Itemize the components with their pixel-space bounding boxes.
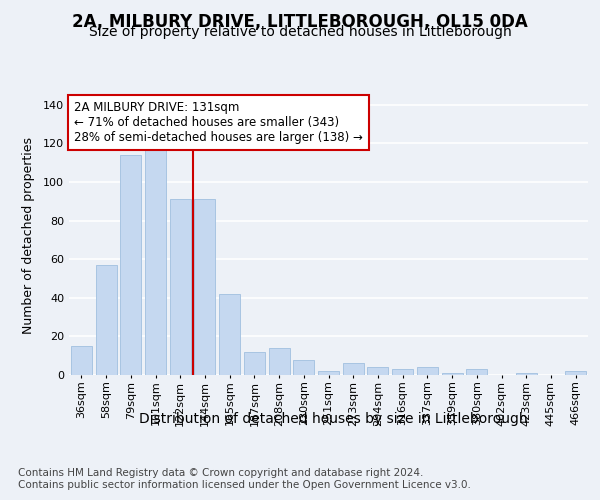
Bar [293, 360, 314, 375]
Text: 2A MILBURY DRIVE: 131sqm
← 71% of detached houses are smaller (343)
28% of semi-: 2A MILBURY DRIVE: 131sqm ← 71% of detach… [74, 100, 363, 144]
Bar [343, 364, 364, 375]
Y-axis label: Number of detached properties: Number of detached properties [22, 136, 35, 334]
Text: 2A, MILBURY DRIVE, LITTLEBOROUGH, OL15 0DA: 2A, MILBURY DRIVE, LITTLEBOROUGH, OL15 0… [72, 12, 528, 30]
Bar [170, 200, 191, 375]
Text: Contains public sector information licensed under the Open Government Licence v3: Contains public sector information licen… [18, 480, 471, 490]
Bar [392, 369, 413, 375]
Bar [71, 346, 92, 375]
Bar [318, 371, 339, 375]
Text: Distribution of detached houses by size in Littleborough: Distribution of detached houses by size … [139, 412, 527, 426]
Bar [466, 369, 487, 375]
Bar [120, 155, 141, 375]
Text: Size of property relative to detached houses in Littleborough: Size of property relative to detached ho… [89, 25, 511, 39]
Bar [269, 348, 290, 375]
Text: Contains HM Land Registry data © Crown copyright and database right 2024.: Contains HM Land Registry data © Crown c… [18, 468, 424, 477]
Bar [516, 373, 537, 375]
Bar [145, 147, 166, 375]
Bar [367, 368, 388, 375]
Bar [95, 265, 116, 375]
Bar [417, 368, 438, 375]
Bar [565, 371, 586, 375]
Bar [442, 373, 463, 375]
Bar [194, 200, 215, 375]
Bar [244, 352, 265, 375]
Bar [219, 294, 240, 375]
